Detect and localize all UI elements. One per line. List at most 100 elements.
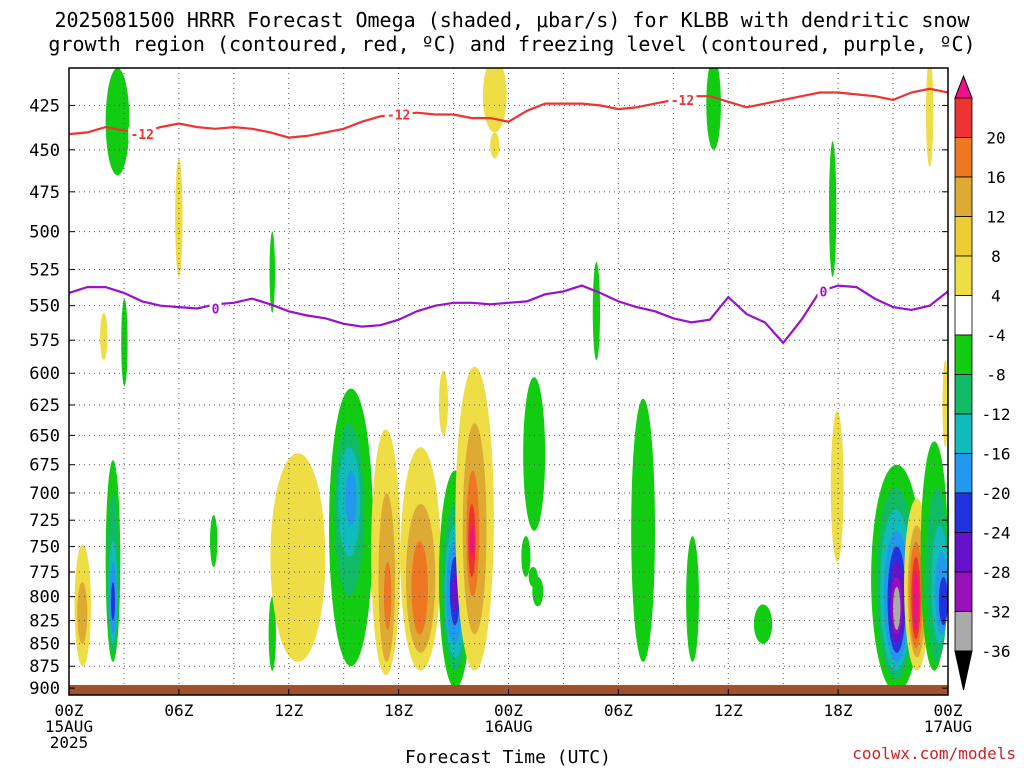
y-tick-label: 600 (29, 364, 60, 384)
omega-region (100, 312, 108, 361)
y-tick-label: 850 (29, 635, 60, 655)
omega-region (926, 68, 934, 167)
y-axis-ticks: 425 450 475 500 525 550 575 600 625 650 675 700 725 7… (29, 96, 948, 699)
y-tick-label: 825 (29, 612, 60, 632)
colorbar-label: -28 (982, 563, 1011, 582)
contour-line--12 (69, 87, 948, 139)
omega-region (175, 158, 183, 277)
y-tick-label: 425 (29, 96, 60, 116)
colorbar-swatch (954, 413, 973, 454)
omega-region (592, 262, 601, 361)
colorbar-swatch (954, 532, 973, 573)
colorbar-swatch (954, 216, 973, 257)
colorbar-swatch (954, 295, 973, 336)
omega-region (631, 398, 655, 662)
omega-region (521, 536, 531, 577)
y-tick-label: 875 (29, 657, 60, 677)
omega-region (105, 68, 130, 176)
omega-region (268, 596, 276, 671)
omega-region (345, 470, 357, 526)
y-tick-label: 550 (29, 297, 60, 317)
omega-region (451, 571, 459, 612)
omega-region (121, 298, 128, 387)
contour-label: -12 (131, 128, 154, 143)
x-tick-label: 18Z (824, 701, 853, 720)
y-tick-label: 475 (29, 183, 60, 203)
contour-label: 0 (820, 285, 828, 300)
omega-region (828, 141, 837, 277)
omega-region (482, 68, 507, 133)
colorbar-label: 4 (991, 287, 1001, 306)
omega-region (77, 581, 88, 644)
y-tick-label: 525 (29, 261, 60, 281)
x-tick-label: 06Z (604, 701, 633, 720)
omega-region (270, 453, 326, 662)
colorbar-swatch (954, 97, 973, 138)
contour-label-bg (817, 284, 830, 299)
y-tick-label: 800 (29, 588, 60, 608)
colorbar-label: -32 (982, 603, 1011, 622)
y-tick-label: 725 (29, 511, 60, 531)
omega-region (523, 377, 546, 531)
colorbar-label: -24 (982, 524, 1011, 543)
y-tick-label: 900 (29, 679, 60, 699)
colorbar-swatch (954, 334, 973, 375)
x-tick-label: 2025 (50, 733, 89, 752)
colorbar-swatch (954, 453, 973, 494)
omega-region (830, 411, 844, 562)
colorbar-swatch (954, 611, 973, 652)
contour-label: -12 (387, 109, 410, 124)
contour-label: -12 (671, 94, 694, 109)
omega-shading (74, 68, 948, 693)
colorbar-label: -12 (982, 405, 1011, 424)
colorbar-label: 16 (986, 168, 1005, 187)
colorbar-label: 8 (991, 247, 1001, 266)
contour-labels: -12 -12 -12 0 0 (128, 92, 830, 317)
omega-region (706, 68, 721, 150)
colorbar-label: 12 (986, 208, 1005, 227)
y-tick-label: 775 (29, 563, 60, 583)
omega-region (753, 604, 773, 644)
plot-background (69, 68, 948, 695)
colorbar-swatch (954, 176, 973, 217)
x-tick-label: 06Z (164, 701, 193, 720)
chart-title: 2025081500 HRRR Forecast Omega (shaded, … (48, 8, 976, 56)
colorbar-bottom-arrow (954, 650, 973, 691)
x-tick-label: 15AUG (45, 717, 93, 736)
colorbar-label: -20 (982, 484, 1011, 503)
omega-region (210, 514, 218, 567)
omega-region (383, 561, 392, 630)
omega-region (686, 536, 699, 662)
y-tick-label: 700 (29, 484, 60, 504)
contour-label-bg (128, 127, 157, 142)
omega-region (438, 370, 449, 436)
omega-region (110, 581, 115, 621)
x-tick-label: 00Z (55, 701, 84, 720)
colorbar-label: -16 (982, 445, 1011, 464)
omega-region (269, 231, 276, 313)
omega-region (532, 576, 544, 607)
omega-region (938, 576, 948, 626)
x-tick-label: 18Z (384, 701, 413, 720)
y-tick-label: 500 (29, 223, 60, 243)
x-axis-label: Forecast Time (UTC) (405, 747, 611, 768)
credit-text: coolwx.com/models (852, 744, 1016, 763)
y-tick-label: 675 (29, 456, 60, 476)
colorbar-top-arrow (954, 74, 973, 99)
x-tick-label: 12Z (714, 701, 743, 720)
contour-label-bg (668, 92, 697, 107)
omega-region (490, 132, 500, 159)
colorbar-swatch (954, 492, 973, 533)
colorbar-label: -8 (986, 366, 1005, 385)
omega-region (913, 571, 919, 630)
omega-region (411, 541, 428, 635)
x-tick-label: 00Z (934, 701, 963, 720)
contour-label-bg (384, 107, 413, 122)
contour-label-bg (209, 301, 222, 316)
colorbar: 20 16 12 8 4 -4 -8 -12 -16 -20 -24 -28 -32 -36 (954, 74, 1011, 691)
omega-region (893, 586, 901, 630)
colorbar-label: -4 (986, 326, 1005, 345)
colorbar-label: 20 (986, 129, 1005, 148)
contour-label: 0 (212, 302, 220, 317)
